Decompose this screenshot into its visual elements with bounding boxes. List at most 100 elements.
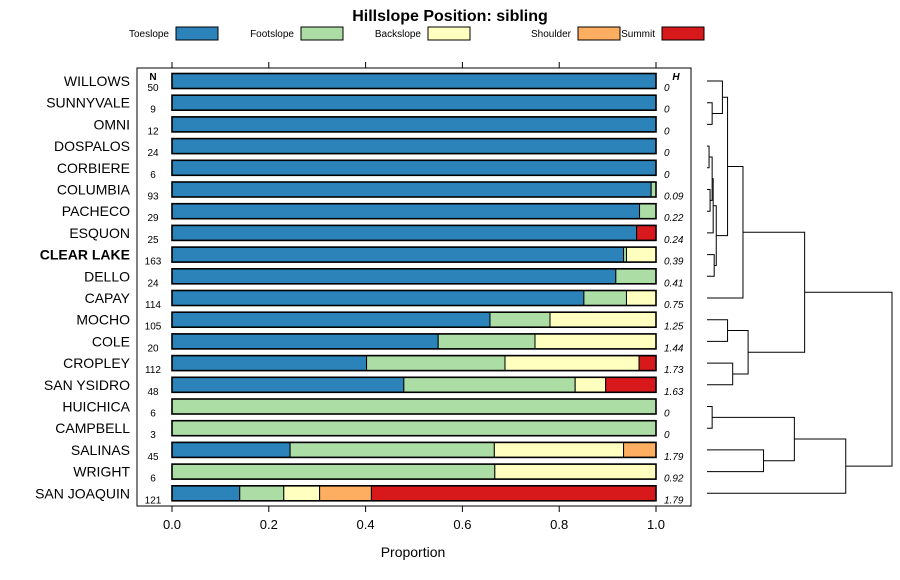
row-san-ysidro-segment-summit: [605, 376, 657, 393]
legend-footslope-label: Footslope: [250, 29, 294, 40]
row-capay-segment-toeslope: [171, 290, 585, 306]
row-dello-label: DELLO: [84, 268, 130, 284]
row-cole-segment-footslope: [437, 333, 536, 350]
n-column-header: N: [149, 72, 156, 83]
row-mocho-h: 1.25: [664, 322, 684, 333]
dendrogram: [707, 80, 893, 494]
row-cropley-n: 112: [145, 365, 161, 376]
row-omni-h: 0: [664, 126, 670, 137]
row-san-joaquin-segment-backslope: [283, 485, 321, 502]
x-axis-label: Proportion: [381, 544, 446, 560]
row-capay: CAPAY 114 0.75: [85, 289, 684, 311]
plot-frame: [136, 67, 692, 507]
row-sunnyvale-n: 9: [150, 105, 156, 116]
row-omni-label: OMNI: [93, 116, 130, 132]
row-columbia: COLUMBIA 93 0.09: [57, 181, 684, 203]
row-clear-lake: CLEAR LAKE 163 0.39: [40, 246, 684, 268]
row-wright-segment-footslope: [171, 463, 496, 480]
row-salinas-segment-footslope: [289, 441, 495, 458]
row-esquon-label: ESQUON: [69, 225, 130, 241]
row-clear-lake-n: 163: [145, 257, 162, 268]
dendrogram-branch: [707, 102, 713, 125]
legend-toeslope-swatch: [175, 26, 219, 41]
row-dello-segment-footslope: [615, 268, 657, 285]
x-tick-label: 0.0: [163, 517, 181, 532]
row-san-ysidro-h: 1.63: [664, 387, 684, 398]
row-huichica-h: 0: [664, 409, 670, 420]
legend-toeslope-label: Toeslope: [129, 29, 169, 40]
row-wright-segment-backslope: [494, 463, 657, 480]
row-cropley: CROPLEY 112 1.73: [63, 354, 684, 376]
row-willows-n: 50: [147, 83, 159, 94]
dendrogram-branch: [707, 362, 734, 386]
row-san-joaquin-segment-footslope: [239, 485, 285, 502]
row-campbell-n: 3: [150, 430, 156, 441]
x-tick-label: 0.6: [453, 517, 471, 532]
row-capay-n: 114: [145, 300, 161, 311]
row-capay-h: 0.75: [664, 300, 684, 311]
row-dospalos-label: DOSPALOS: [54, 138, 130, 154]
row-cole-n: 20: [147, 343, 159, 354]
row-san-joaquin-segment-toeslope: [171, 485, 241, 502]
row-dello-segment-toeslope: [171, 268, 617, 285]
row-cole: COLE 20 1.44: [92, 333, 684, 354]
row-san-ysidro-segment-footslope: [403, 376, 576, 393]
row-salinas-outline: [171, 441, 657, 459]
row-clear-lake-h: 0.39: [664, 257, 684, 268]
legend-footslope-swatch: [300, 26, 344, 41]
row-dello: DELLO 24 0.41: [84, 267, 683, 289]
x-tick-label: 0.2: [260, 517, 278, 532]
row-pacheco: PACHECO 29 0.22: [62, 202, 684, 224]
row-wright-label: WRIGHT: [73, 464, 130, 480]
row-huichica-segment-footslope: [171, 398, 657, 415]
row-san-joaquin: SAN JOAQUIN 121 1.79: [35, 484, 684, 506]
row-willows-label: WILLOWS: [64, 73, 130, 89]
row-salinas-label: SALINAS: [71, 442, 130, 458]
row-sunnyvale-segment-toeslope: [171, 94, 657, 111]
row-huichica: HUICHICA 6 0: [62, 398, 670, 420]
row-corbiere-n: 6: [150, 170, 156, 181]
row-columbia-outline: [171, 181, 657, 198]
row-cole-segment-backslope: [534, 333, 657, 350]
dendrogram-branch: [707, 438, 847, 494]
row-sunnyvale-outline: [171, 94, 657, 111]
row-mocho-segment-footslope: [489, 311, 551, 328]
row-san-ysidro: SAN YSIDRO 48 1.63: [44, 376, 684, 398]
row-omni-n: 12: [147, 126, 159, 137]
dendrogram-branch: [707, 406, 713, 429]
row-columbia-n: 93: [147, 192, 159, 203]
row-salinas-segment-backslope: [493, 441, 625, 458]
row-corbiere: CORBIERE 6 0: [57, 159, 670, 181]
row-columbia-segment-toeslope: [171, 181, 652, 198]
dendrogram-branch: [712, 416, 795, 462]
row-san-ysidro-label: SAN YSIDRO: [44, 377, 130, 393]
row-columbia-label: COLUMBIA: [57, 182, 131, 198]
row-huichica-n: 6: [150, 409, 156, 420]
row-omni-outline: [171, 116, 657, 133]
row-cole-segment-toeslope: [171, 333, 439, 350]
row-sunnyvale-label: SUNNYVALE: [46, 95, 130, 111]
row-dospalos-h: 0: [664, 148, 670, 159]
row-mocho-segment-backslope: [549, 311, 657, 328]
row-san-ysidro-segment-backslope: [574, 376, 607, 393]
row-pacheco-segment-footslope: [639, 203, 657, 220]
row-campbell-outline: [171, 419, 657, 437]
row-mocho-segment-toeslope: [171, 311, 491, 328]
row-wright-outline: [171, 463, 657, 480]
row-columbia-h: 0.09: [664, 192, 684, 203]
row-mocho: MOCHO 105 1.25: [76, 311, 684, 333]
legend-summit-swatch: [661, 26, 705, 41]
row-san-joaquin-h: 1.79: [664, 495, 684, 506]
row-dello-outline: [171, 267, 657, 285]
h-column-header: H: [672, 72, 680, 83]
row-esquon: ESQUON 25 0.24: [69, 224, 684, 246]
x-axis: 0.0 0.2 0.4 0.6 0.8 1.0: [163, 62, 665, 532]
row-huichica-label: HUICHICA: [62, 399, 130, 415]
row-sunnyvale-h: 0: [664, 105, 670, 116]
row-salinas-n: 45: [147, 452, 159, 463]
chart-title: Hillslope Position: sibling: [352, 8, 548, 25]
row-esquon-n: 25: [147, 235, 159, 246]
dendrogram-branch: [707, 449, 765, 473]
row-clear-lake-label: CLEAR LAKE: [40, 247, 130, 263]
